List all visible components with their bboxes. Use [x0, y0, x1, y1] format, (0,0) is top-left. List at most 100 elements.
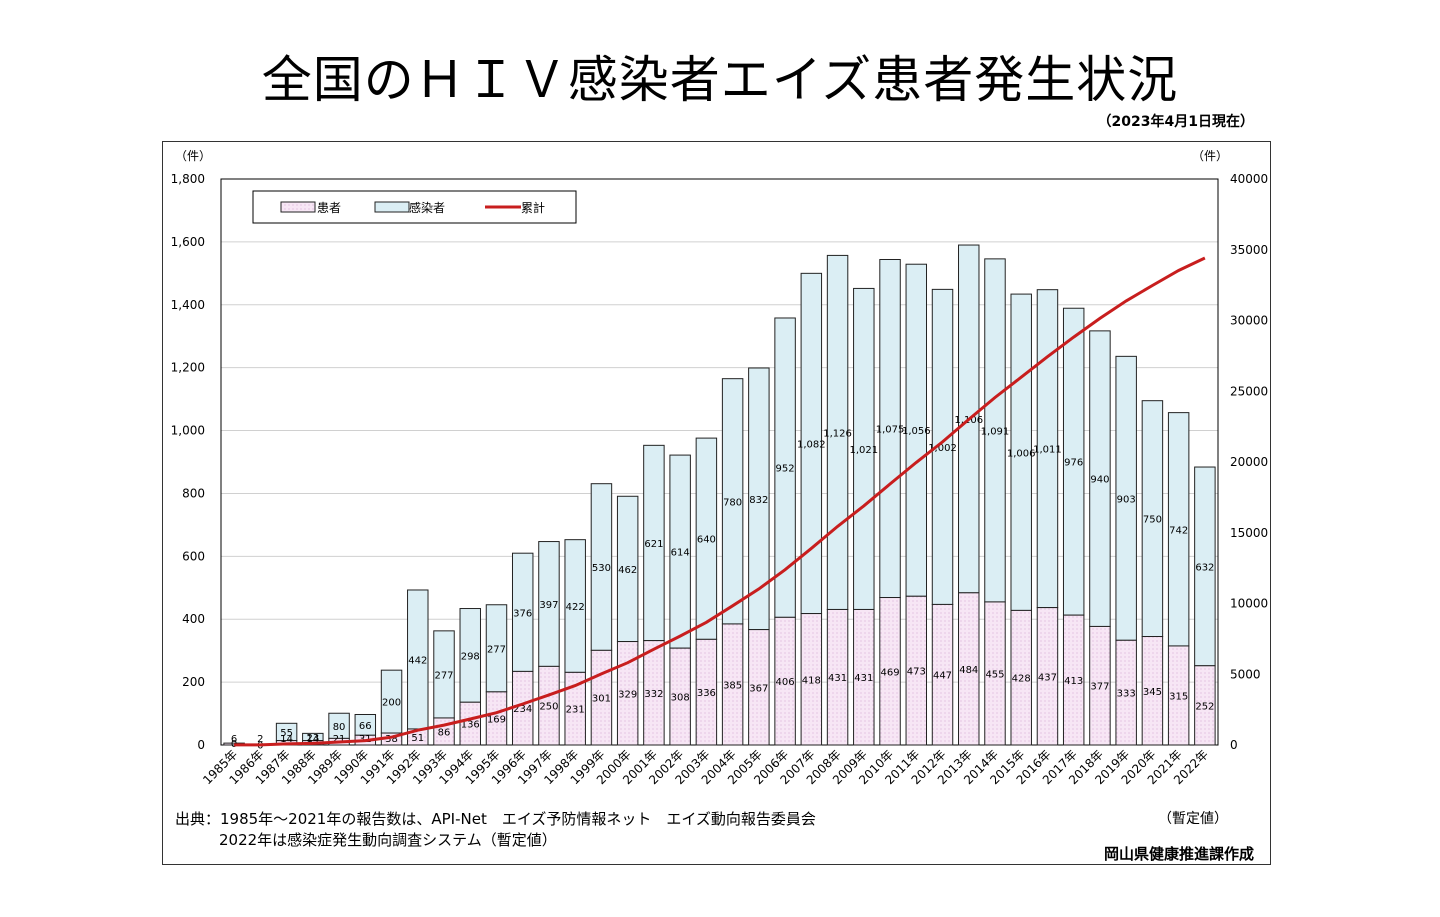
data-label-infected: 940 [1090, 475, 1109, 486]
bar-patient [931, 603, 954, 746]
y-right-tick-label: 10000 [1230, 597, 1268, 611]
bar-patient [958, 592, 980, 746]
data-label-infected: 1,056 [902, 426, 931, 437]
bar-patient [590, 649, 613, 746]
legend-label-infected: 感染者 [409, 200, 445, 215]
bar-patient [1194, 665, 1216, 746]
data-label-patient: 6 [231, 734, 237, 745]
data-label-patient: 21 [333, 734, 346, 745]
data-label-patient: 301 [592, 694, 611, 705]
y-left-tick-label: 1,800 [171, 172, 205, 186]
data-label-infected: 632 [1195, 562, 1214, 573]
data-label-patient: 252 [1195, 701, 1214, 712]
y-right-tick-label: 15000 [1230, 526, 1268, 540]
data-label-patient: 234 [513, 704, 532, 715]
data-label-infected: 23 [306, 733, 319, 744]
data-label-infected: 376 [513, 608, 532, 619]
y-right-tick-label: 40000 [1230, 172, 1268, 186]
source-line-1: 出典：1985年～2021年の報告数は、API-Net エイズ予防情報ネット エ… [175, 810, 816, 828]
data-label-infected: 1,011 [1033, 445, 1062, 456]
legend-label-patient: 患者 [317, 201, 341, 215]
bar-patient [1062, 614, 1085, 746]
data-label-patient: 86 [438, 727, 451, 738]
data-label-infected: 742 [1169, 525, 1188, 536]
y-left-tick-label: 1,400 [171, 298, 205, 312]
bar-patient [643, 640, 665, 746]
y-left-tick-label: 200 [182, 675, 205, 689]
y-right-tick-label: 35000 [1230, 243, 1268, 257]
data-label-patient: 367 [749, 683, 768, 694]
y-right-tick-label: 20000 [1230, 455, 1268, 469]
data-label-infected: 640 [697, 535, 716, 546]
data-label-patient: 231 [566, 705, 585, 716]
data-label-patient: 431 [854, 673, 873, 684]
data-label-infected: 621 [644, 539, 663, 550]
data-label-infected: 1,075 [876, 425, 905, 436]
data-label-patient: 406 [776, 677, 795, 688]
y-right-tick-label: 0 [1230, 738, 1238, 752]
data-label-patient: 332 [644, 689, 663, 700]
data-label-patient: 308 [671, 693, 690, 704]
data-label-patient: 447 [933, 671, 952, 682]
legend-swatch-infected [374, 201, 410, 213]
data-label-infected: 462 [618, 565, 637, 576]
data-label-patient: 250 [539, 702, 558, 713]
bar-patient [1089, 625, 1111, 746]
source-note: 出典：1985年～2021年の報告数は、API-Net エイズ予防情報ネット エ… [175, 809, 816, 851]
data-label-infected: 80 [333, 722, 346, 733]
y-left-tick-label: 1,000 [171, 424, 205, 438]
y-right-tick-label: 25000 [1230, 384, 1268, 398]
bar-patient [695, 638, 718, 746]
data-label-infected: 952 [776, 464, 795, 475]
data-label-infected: 780 [723, 497, 742, 508]
data-label-patient: 333 [1117, 689, 1136, 700]
data-label-patient: 329 [618, 689, 637, 700]
data-label-infected: 976 [1064, 458, 1083, 469]
bar-patient [984, 601, 1006, 746]
bar-patient [905, 595, 928, 746]
data-label-patient: 431 [828, 673, 847, 684]
bar-patient [774, 616, 796, 746]
data-label-patient: 136 [461, 720, 480, 731]
bar-patient [1036, 607, 1059, 746]
bar-patient [669, 647, 691, 746]
data-label-patient: 469 [880, 667, 899, 678]
bar-patient [826, 608, 849, 746]
data-label-patient: 385 [723, 680, 742, 691]
bar-patient [853, 608, 875, 746]
source-line-2: 2022年は感染症発生動向調査システム（暫定値） [219, 831, 557, 849]
bar-patient [1167, 645, 1190, 746]
plot-area [220, 178, 1219, 746]
data-label-infected: 1,091 [981, 426, 1010, 437]
data-label-infected: 903 [1117, 494, 1136, 505]
data-label-patient: 418 [802, 675, 821, 686]
data-label-patient: 484 [959, 665, 978, 676]
data-label-infected: 442 [408, 655, 427, 666]
data-label-patient: 315 [1169, 691, 1188, 702]
data-label-infected: 530 [592, 563, 611, 574]
bar-patient [564, 671, 586, 746]
bar-patient [800, 613, 823, 746]
chart-frame [162, 141, 1271, 865]
data-label-patient: 169 [487, 714, 506, 725]
data-label-infected: 277 [487, 644, 506, 655]
data-label-infected: 277 [434, 670, 453, 681]
data-label-infected: 422 [566, 602, 585, 613]
bar-patient [721, 623, 744, 746]
provisional-note: （暫定値） [1158, 811, 1228, 827]
data-label-patient: 413 [1064, 676, 1083, 687]
data-label-infected: 1,006 [1007, 448, 1036, 459]
data-label-patient: 14 [280, 734, 293, 745]
data-label-infected: 1,021 [849, 445, 878, 456]
data-label-infected: 200 [382, 698, 401, 709]
data-label-infected: 66 [359, 721, 372, 732]
y-left-tick-label: 1,200 [171, 361, 205, 375]
data-label-infected: 55 [280, 728, 293, 739]
data-label-infected: 1,126 [823, 428, 852, 439]
data-label-patient: 455 [985, 669, 1004, 680]
y-left-tick-label: 1,600 [171, 235, 205, 249]
data-label-patient: 345 [1143, 687, 1162, 698]
page-title: 全国のＨＩＶ感染者エイズ患者発生状況 [261, 51, 1179, 109]
data-label-patient: 437 [1038, 672, 1057, 683]
bar-patient [538, 665, 560, 746]
